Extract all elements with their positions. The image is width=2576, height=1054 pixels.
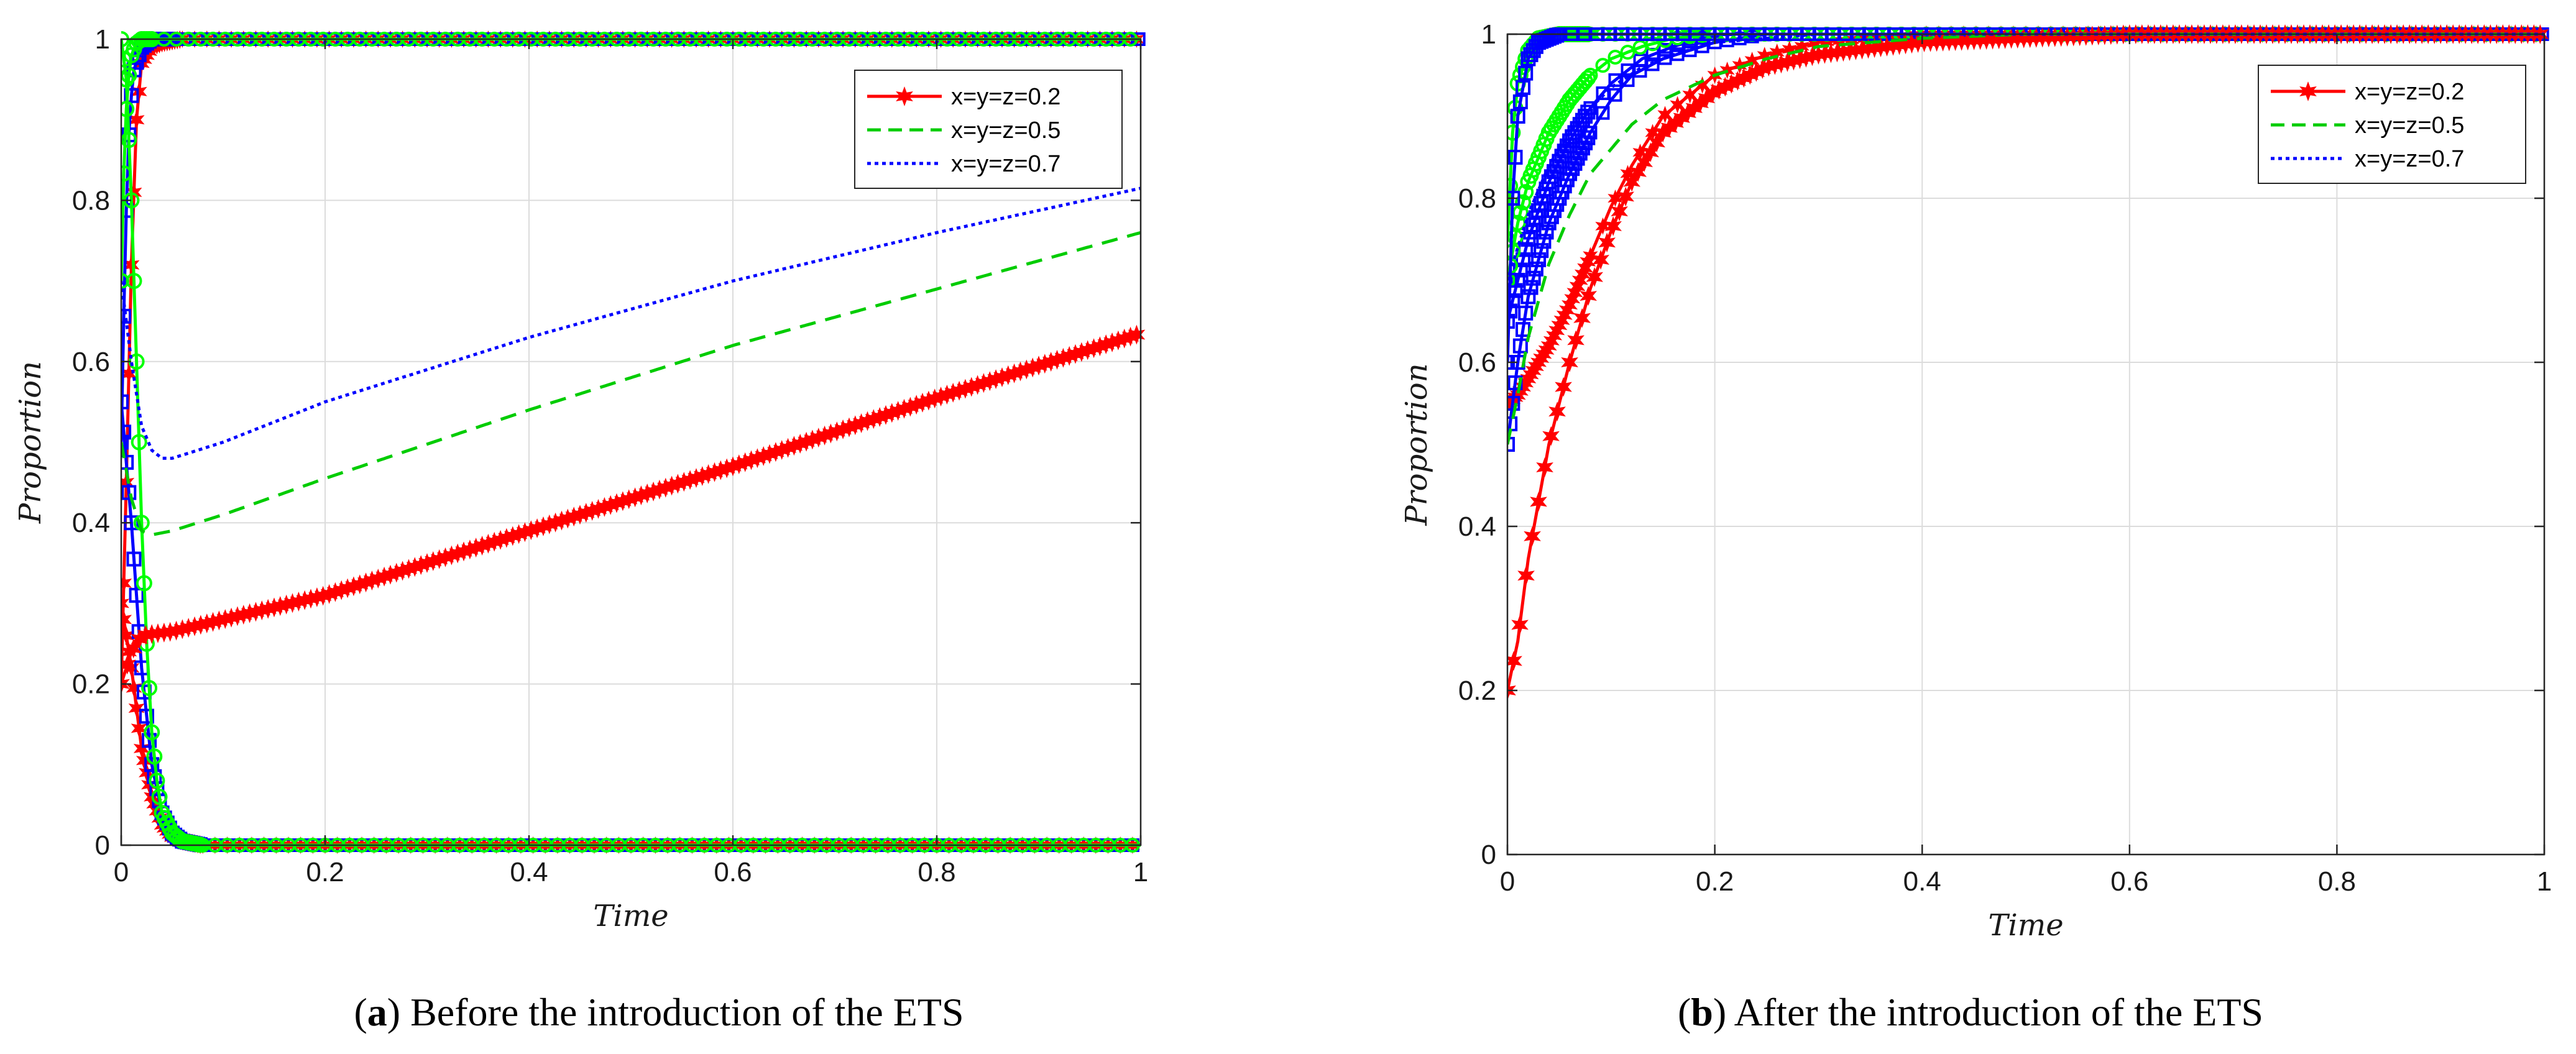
- figure: 0 0.2 0.4 0.6 0.8 1 0 0.2 0.4 0.6 0.8 1 Time Proporti…: [0, 0, 2576, 1054]
- chart-a-legend-label-0: x=y=z=0.2: [951, 84, 1060, 110]
- chart-b-legend: x=y=z=0.2 x=y=z=0.5 x=y=z=0.7: [2258, 65, 2526, 183]
- chart-b-ytick-label: 0: [1481, 840, 1496, 870]
- chart-a-ytick-label: 0: [95, 830, 110, 861]
- chart-panel-b: 0 0.2 0.4 0.6 0.8 1 0 0.2 0.4 0.6 0.8 1 Time Proporti…: [1399, 19, 2552, 943]
- chart-b-ytick-label: 0.4: [1458, 511, 1496, 542]
- chart-b-ylabel: Proportion: [1399, 363, 1434, 526]
- chart-a-legend-label-1: x=y=z=0.5: [951, 117, 1060, 144]
- chart-a-ytick-label: 0.6: [72, 347, 110, 377]
- chart-b-xtick-label: 0.6: [2110, 866, 2148, 897]
- chart-a-xtick-label: 1: [1133, 857, 1148, 887]
- caption-a-text: Before the introduction of the ETS: [410, 990, 964, 1034]
- chart-a-legend-label-2: x=y=z=0.7: [951, 151, 1060, 177]
- chart-b-xtick-label: 0.4: [1903, 866, 1941, 897]
- chart-a-ytick-label: 1: [95, 24, 110, 55]
- chart-b-xlabel: Time: [1988, 908, 2063, 943]
- chart-b-ytick-label: 0.2: [1458, 676, 1496, 706]
- chart-b-xtick-label: 0: [1500, 866, 1515, 897]
- chart-a-ylabel: Proportion: [13, 361, 48, 524]
- chart-a-ytick-label: 0.4: [72, 508, 110, 538]
- chart-b-xtick-label: 1: [2537, 866, 2552, 897]
- chart-a-xtick-label: 0.4: [510, 857, 548, 887]
- caption-b-text: After the introduction of the ETS: [1734, 990, 2263, 1034]
- chart-b-ytick-label: 0.6: [1458, 347, 1496, 378]
- chart-b-xtick-label: 0.2: [1696, 866, 1734, 897]
- chart-b-legend-label-2: x=y=z=0.7: [2355, 146, 2464, 172]
- chart-b-ytick-label: 0.8: [1458, 183, 1496, 214]
- chart-b-ytick-label: 1: [1481, 19, 1496, 50]
- chart-a-xtick-label: 0.2: [306, 857, 344, 887]
- caption-b-letter: b: [1691, 990, 1713, 1034]
- caption-a: (a) Before the introduction of the ETS: [354, 990, 964, 1034]
- chart-a-legend: x=y=z=0.2 x=y=z=0.5 x=y=z=0.7: [855, 70, 1122, 188]
- chart-a-ytick-label: 0.8: [72, 185, 110, 216]
- chart-panel-a: 0 0.2 0.4 0.6 0.8 1 0 0.2 0.4 0.6 0.8 1 Time Proporti…: [13, 24, 1148, 933]
- chart-b-legend-label-1: x=y=z=0.5: [2355, 112, 2464, 139]
- caption-b: (b) After the introduction of the ETS: [1678, 990, 2263, 1034]
- caption-a-letter: a: [367, 990, 387, 1034]
- chart-a-xtick-label: 0: [114, 857, 129, 887]
- chart-a-xlabel: Time: [593, 899, 668, 933]
- chart-b-xtick-label: 0.8: [2318, 866, 2356, 897]
- chart-a-ytick-label: 0.2: [72, 669, 110, 700]
- chart-a-xtick-label: 0.6: [714, 857, 752, 887]
- chart-b-legend-label-0: x=y=z=0.2: [2355, 79, 2464, 105]
- chart-a-xtick-label: 0.8: [918, 857, 955, 887]
